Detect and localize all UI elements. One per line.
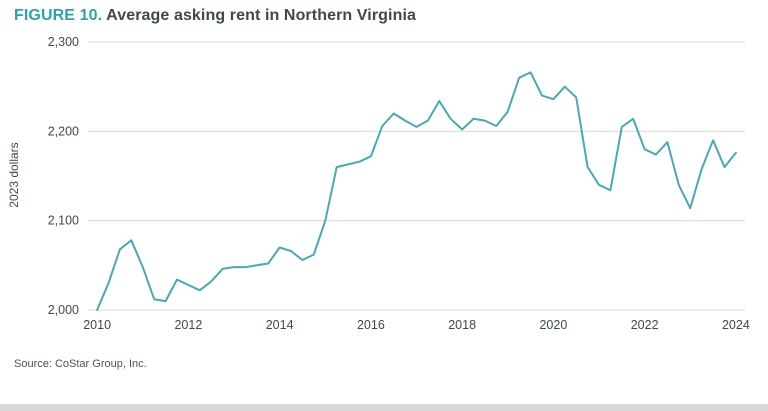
x-tick-label: 2010 [83, 318, 111, 332]
source-note: Source: CoStar Group, Inc. [14, 358, 147, 370]
x-tick-label: 2014 [266, 318, 294, 332]
rent-line-chart: 2,000 2,100 2,200 2,300 2010 2012 2014 2016 2018… [48, 35, 750, 332]
x-tick-label: 2018 [448, 318, 476, 332]
x-tick-label: 2016 [357, 318, 385, 332]
figure-number-label: FIGURE 10. [14, 7, 103, 24]
rent-series-line [96, 71, 737, 311]
chart-title-text: Average asking rent in Northern Virginia [106, 7, 416, 24]
y-tick-label: 2,000 [48, 303, 79, 317]
x-tick-label: 2020 [539, 318, 567, 332]
bottom-strip-divider [0, 404, 768, 411]
chart-title: FIGURE 10. Average asking rent in Norther… [14, 7, 416, 25]
y-tick-label: 2,300 [48, 35, 79, 49]
y-tick-label: 2,200 [48, 124, 79, 138]
x-tick-label: 2024 [722, 318, 750, 332]
x-tick-label: 2012 [174, 318, 202, 332]
x-tick-label: 2022 [631, 318, 659, 332]
y-tick-label: 2,100 [48, 214, 79, 228]
